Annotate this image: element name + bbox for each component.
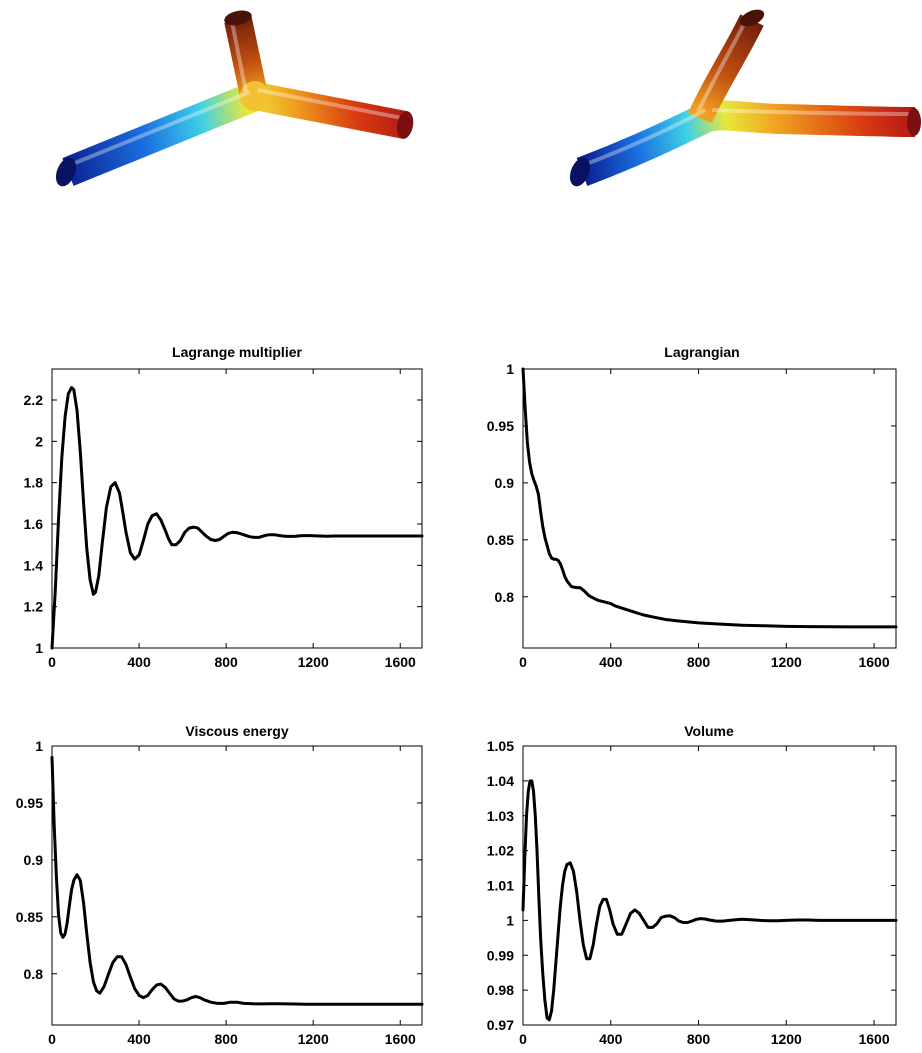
chart-lagrange-multiplier: Lagrange multiplier 0 400 800 1200 1600 1 1.2 1… xyxy=(24,344,424,670)
chart-title: Volume xyxy=(684,723,734,739)
x-tick-label: 1600 xyxy=(858,654,889,670)
pipe-straight xyxy=(55,10,414,187)
x-tick-label: 0 xyxy=(519,1031,527,1047)
y-tick-label: 0.95 xyxy=(16,795,43,811)
y-tick-label: 0.95 xyxy=(487,418,514,434)
x-tick-label: 1200 xyxy=(771,1031,802,1047)
y-tick-label: 1.04 xyxy=(487,773,514,789)
x-tick-label: 1200 xyxy=(771,654,802,670)
x-tick-label: 0 xyxy=(48,654,56,670)
chart-viscous-energy: Viscous energy 0 400 800 1200 1600 0.8 0.85 0.9… xyxy=(16,723,424,1047)
tick-group: 0 400 800 1200 1600 0.8 0.85 0.9 0.95 1 xyxy=(16,738,422,1047)
y-tick-label: 1.4 xyxy=(24,557,44,573)
chart-title: Viscous energy xyxy=(185,723,288,739)
chart-title: Lagrange multiplier xyxy=(172,344,302,360)
pipe-optimized xyxy=(569,9,921,187)
y-tick-label: 1.01 xyxy=(487,878,514,894)
y-tick-label: 0.97 xyxy=(487,1017,514,1033)
x-tick-label: 1600 xyxy=(858,1031,889,1047)
x-tick-label: 0 xyxy=(519,654,527,670)
y-tick-label: 2.2 xyxy=(24,392,44,408)
x-tick-label: 400 xyxy=(599,1031,623,1047)
x-tick-label: 800 xyxy=(214,654,238,670)
chart-title: Lagrangian xyxy=(664,344,739,360)
y-tick-label: 0.8 xyxy=(495,589,515,605)
plot-frame xyxy=(51,368,423,649)
y-tick-label: 1.6 xyxy=(24,516,44,532)
y-tick-label: 1 xyxy=(506,361,514,377)
y-tick-label: 1.8 xyxy=(24,475,44,491)
y-tick-label: 1 xyxy=(35,640,43,656)
y-tick-label: 0.85 xyxy=(16,909,43,925)
chart-volume: Volume 0 400 800 1200 1600 0.97 0.98 0.99 1 1.01 1… xyxy=(487,723,898,1047)
y-tick-label: 1 xyxy=(35,738,43,754)
x-tick-label: 800 xyxy=(687,654,711,670)
y-tick-label: 0.9 xyxy=(495,475,515,491)
x-tick-label: 400 xyxy=(127,1031,151,1047)
x-tick-label: 1600 xyxy=(385,1031,416,1047)
series-line xyxy=(521,367,898,629)
x-tick-label: 800 xyxy=(687,1031,711,1047)
tick-group: 0 400 800 1200 1600 1 1.2 1.4 1.6 1.8 2 2.2 xyxy=(24,369,422,670)
y-tick-label: 0.99 xyxy=(487,947,514,963)
pipe-renderings xyxy=(55,9,921,187)
y-tick-label: 1.2 xyxy=(24,599,44,615)
y-tick-label: 1.02 xyxy=(487,843,514,859)
plot-frame xyxy=(51,745,423,1026)
series-line xyxy=(50,386,424,650)
x-tick-label: 400 xyxy=(127,654,151,670)
y-tick-label: 1 xyxy=(506,912,514,928)
plot-frame xyxy=(522,745,897,1026)
chart-lagrangian: Lagrangian 0 400 800 1200 1600 0.8 0.85 0.9 0.95… xyxy=(487,344,898,670)
y-tick-label: 0.9 xyxy=(24,852,44,868)
y-tick-label: 0.98 xyxy=(487,982,514,998)
y-tick-label: 1.03 xyxy=(487,808,514,824)
series-line xyxy=(521,779,898,1022)
y-tick-label: 0.8 xyxy=(24,966,44,982)
tick-group: 0 400 800 1200 1600 0.97 0.98 0.99 1 1.01 1.02 1.03… xyxy=(487,738,896,1047)
y-tick-label: 0.85 xyxy=(487,532,514,548)
tick-group: 0 400 800 1200 1600 0.8 0.85 0.9 0.95 1 xyxy=(487,361,896,670)
x-tick-label: 1200 xyxy=(298,1031,329,1047)
series-line xyxy=(50,755,424,1006)
plot-frame xyxy=(522,368,897,649)
y-tick-label: 2 xyxy=(35,433,43,449)
x-tick-label: 1200 xyxy=(298,654,329,670)
x-tick-label: 1600 xyxy=(385,654,416,670)
y-tick-label: 1.05 xyxy=(487,738,514,754)
x-tick-label: 400 xyxy=(599,654,623,670)
x-tick-label: 800 xyxy=(214,1031,238,1047)
x-tick-label: 0 xyxy=(48,1031,56,1047)
